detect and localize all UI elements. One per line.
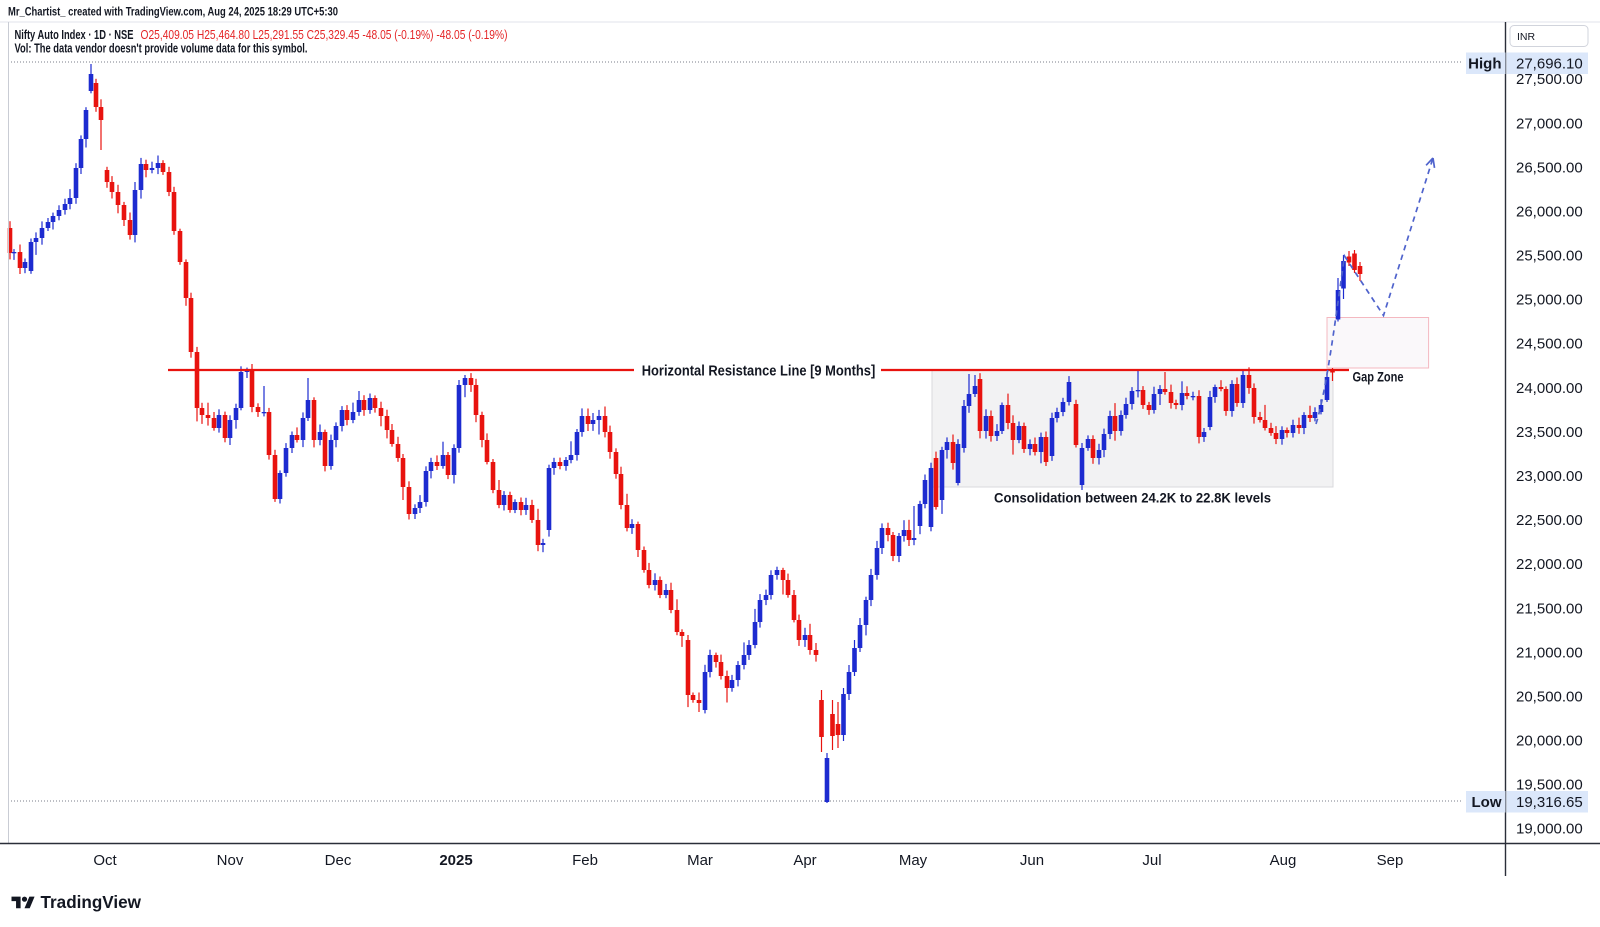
svg-text:27,000.00: 27,000.00 — [1516, 115, 1583, 132]
svg-text:19,000.00: 19,000.00 — [1516, 821, 1583, 838]
svg-text:Aug: Aug — [1270, 852, 1297, 869]
svg-text:24,000.00: 24,000.00 — [1516, 380, 1583, 397]
svg-text:Jul: Jul — [1142, 852, 1161, 869]
svg-text:2025: 2025 — [439, 852, 472, 869]
svg-text:Mr_Chartist_ created with Trad: Mr_Chartist_ created with TradingView.co… — [8, 5, 338, 19]
svg-text:23,500.00: 23,500.00 — [1516, 424, 1583, 441]
svg-text:27,500.00: 27,500.00 — [1516, 71, 1583, 88]
svg-text:20,000.00: 20,000.00 — [1516, 733, 1583, 750]
svg-text:26,500.00: 26,500.00 — [1516, 159, 1583, 176]
svg-text:Consolidation between 24.2K to: Consolidation between 24.2K to 22.8K lev… — [994, 491, 1271, 506]
svg-text:25,000.00: 25,000.00 — [1516, 292, 1583, 309]
svg-text:Gap Zone: Gap Zone — [1353, 370, 1404, 385]
svg-text:O25,409.05 H25,464.80 L25,291.: O25,409.05 H25,464.80 L25,291.55 C25,329… — [141, 28, 508, 42]
svg-text:20,500.00: 20,500.00 — [1516, 688, 1583, 705]
svg-text:Nov: Nov — [217, 852, 244, 869]
svg-text:Oct: Oct — [93, 852, 117, 869]
svg-text:26,000.00: 26,000.00 — [1516, 204, 1583, 221]
svg-text:24,500.00: 24,500.00 — [1516, 336, 1583, 353]
svg-text:Dec: Dec — [325, 852, 352, 869]
svg-text:22,500.00: 22,500.00 — [1516, 512, 1583, 529]
svg-text:Apr: Apr — [793, 852, 816, 869]
svg-text:TradingView: TradingView — [41, 892, 142, 912]
svg-text:Sep: Sep — [1377, 852, 1404, 869]
svg-text:19,316.65: 19,316.65 — [1516, 794, 1583, 811]
svg-text:21,000.00: 21,000.00 — [1516, 644, 1583, 661]
svg-text:INR: INR — [1517, 31, 1536, 43]
svg-text:Nifty Auto Index · 1D · NSE: Nifty Auto Index · 1D · NSE — [15, 28, 134, 42]
svg-text:Feb: Feb — [572, 852, 598, 869]
svg-text:23,000.00: 23,000.00 — [1516, 468, 1583, 485]
svg-text:Vol: The data vendor doesn't p: Vol: The data vendor doesn't provide vol… — [15, 42, 308, 56]
svg-text:High: High — [1468, 56, 1501, 73]
svg-text:27,696.10: 27,696.10 — [1516, 56, 1583, 73]
svg-text:Mar: Mar — [687, 852, 713, 869]
svg-text:Low: Low — [1472, 794, 1502, 811]
svg-text:Jun: Jun — [1020, 852, 1044, 869]
svg-text:21,500.00: 21,500.00 — [1516, 600, 1583, 617]
svg-text:22,000.00: 22,000.00 — [1516, 556, 1583, 573]
svg-text:Horizontal Resistance Line [9: Horizontal Resistance Line [9 Months] — [642, 363, 876, 380]
svg-text:19,500.00: 19,500.00 — [1516, 777, 1583, 794]
svg-text:25,500.00: 25,500.00 — [1516, 248, 1583, 265]
svg-text:May: May — [899, 852, 928, 869]
